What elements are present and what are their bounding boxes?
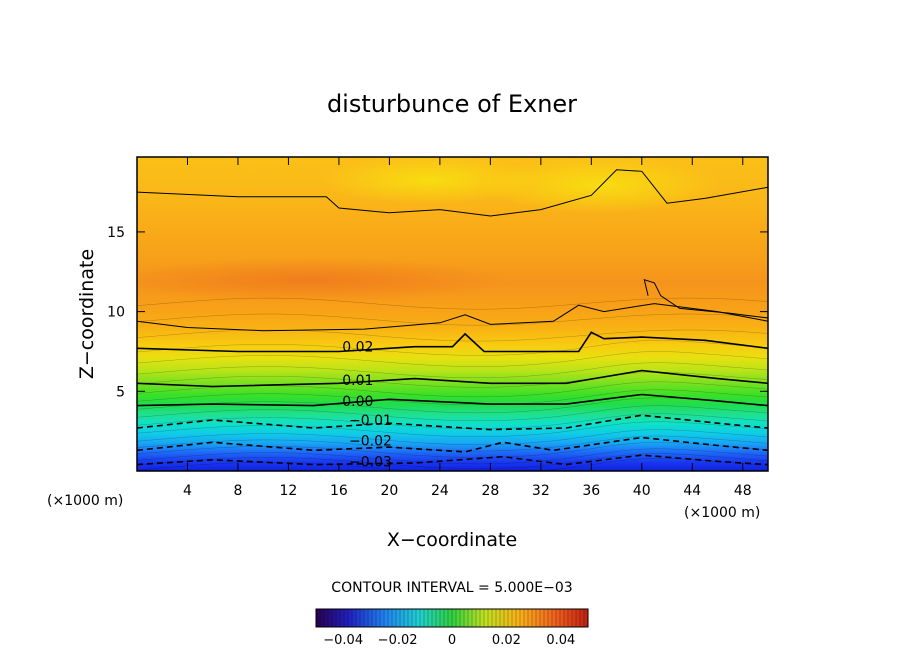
field-band-edge [137,329,768,342]
contour-label: −0.02 [349,434,392,450]
plot-frame [136,156,769,472]
contour-label: 0.00 [342,394,373,410]
field-band-edge [137,421,768,437]
colorbar-tick-label: 0 [448,633,456,648]
x-tick-label: 36 [582,483,600,499]
field-band-edge [137,362,768,379]
x-tick-label: 32 [532,483,550,499]
field-band-edge [137,297,768,310]
field-background [137,157,768,471]
x-tick-label: 16 [330,483,348,499]
x-tick-label: 44 [683,483,701,499]
field-band-edge [137,405,768,421]
x-tick-label: 28 [481,483,499,499]
contour-line [137,331,768,353]
colorbar: −0.04 −0.02 0 0.02 0.04 [315,608,589,648]
field-band-edge [137,429,768,445]
field-band-edge [137,340,768,356]
field-band-edge [137,453,768,469]
field-band-edge [137,458,768,471]
y-axis-title: Z−coordinate [76,249,98,379]
contour-label: −0.03 [349,454,392,470]
colorbar-ticks: −0.04 −0.02 0 0.02 0.04 [323,633,575,648]
contour-line [137,414,768,431]
field-band-edge [137,435,768,452]
field-upper-blob [480,157,720,213]
colorbar-tick-label: 0.02 [492,633,521,648]
field-band-edge [137,442,768,458]
x-tick-label: 12 [280,483,298,499]
field-max-blob [137,258,510,302]
plot-area: 0.02 0.01 0.00 −0.01 −0.02 −0.03 [137,157,768,471]
y-tick-label: 10 [107,305,125,321]
y-tick-label: 15 [107,225,125,241]
colorbar-tick-label: −0.02 [378,633,418,648]
colorbar-tick-label: 0.04 [546,633,575,648]
contour-line [137,303,768,332]
x-tick-label: 48 [734,483,752,499]
field-band-edge [137,413,768,430]
x-tick-label: 24 [431,483,449,499]
colorbar-tick-label: −0.04 [323,633,363,648]
field-upper-blob [320,157,540,204]
field-band-edge [137,313,768,326]
colorbar-stripes [315,609,589,627]
x-tick-label: 4 [183,483,192,499]
contour-line [643,278,768,319]
contour-line [137,393,768,407]
y-tick-label: 5 [116,384,125,400]
contour-interval-label: CONTOUR INTERVAL = 5.000E−03 [331,580,572,596]
contour-line [137,369,768,388]
x-tick-label: 40 [633,483,651,499]
contour-label: 0.01 [342,373,373,389]
y-unit-label: (×1000 m) [684,505,760,521]
contour-label: 0.02 [342,340,373,356]
field-band-edge [137,397,768,413]
x-tick-label: 8 [233,483,242,499]
contour-label: −0.01 [349,413,392,429]
field-band-edge [137,448,768,464]
field-band-edge [137,389,768,405]
colorbar-frame [315,608,589,628]
x-tick-label: 20 [380,483,398,499]
contour-lines: 0.02 0.01 0.00 −0.01 −0.02 −0.03 [137,169,768,471]
x-axis-title: X−coordinate [387,529,517,551]
field-band-edge [137,351,768,367]
chart-title: disturbunce of Exner [327,90,577,118]
x-unit-label: (×1000 m) [47,493,123,509]
contour-line [137,169,768,217]
